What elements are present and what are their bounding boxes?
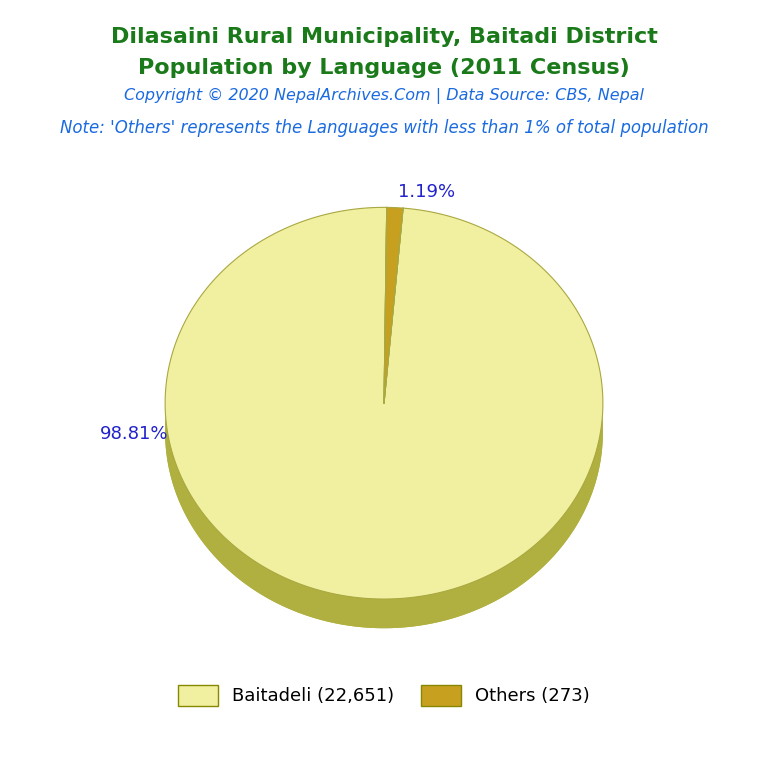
Polygon shape [384,207,403,403]
Text: Population by Language (2011 Census): Population by Language (2011 Census) [138,58,630,78]
Text: Note: 'Others' represents the Languages with less than 1% of total population: Note: 'Others' represents the Languages … [60,119,708,137]
Polygon shape [165,237,603,628]
Text: Dilasaini Rural Municipality, Baitadi District: Dilasaini Rural Municipality, Baitadi Di… [111,27,657,47]
Polygon shape [165,207,603,599]
Legend: Baitadeli (22,651), Others (273): Baitadeli (22,651), Others (273) [170,677,598,713]
Text: Copyright © 2020 NepalArchives.Com | Data Source: CBS, Nepal: Copyright © 2020 NepalArchives.Com | Dat… [124,88,644,104]
Text: 98.81%: 98.81% [100,425,169,443]
Text: 1.19%: 1.19% [399,184,455,201]
Polygon shape [165,404,603,628]
